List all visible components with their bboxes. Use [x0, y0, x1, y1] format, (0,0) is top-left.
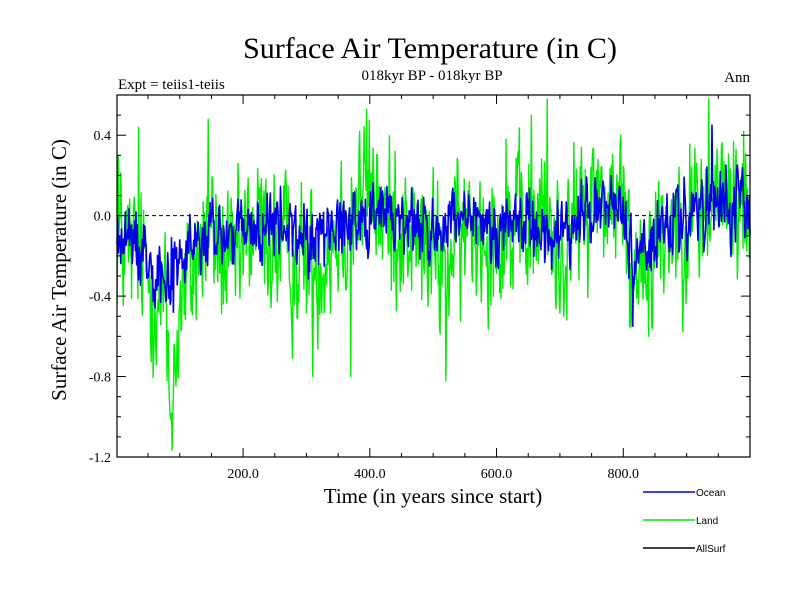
- x-axis-label: Time (in years since start): [324, 484, 543, 508]
- x-tick-label: 800.0: [608, 467, 640, 482]
- x-tick-label: 400.0: [354, 467, 386, 482]
- plot-area: 200.0 400.0 600.0 800.0 -1.2 -0.8 -0.4 0.0 0.4: [89, 94, 751, 482]
- ticks-layer: 200.0 400.0 600.0 800.0 -1.2 -0.8 -0.4 0.0 0.4: [89, 95, 750, 482]
- y-tick-label: -1.2: [89, 451, 111, 466]
- series-line-ocean: [116, 124, 751, 328]
- y-tick-label: -0.4: [89, 290, 111, 305]
- legend-label-land: Land: [696, 516, 718, 527]
- y-tick-label: -0.8: [89, 371, 111, 386]
- season-label: Ann: [724, 70, 750, 86]
- x-tick-label: 600.0: [481, 467, 513, 482]
- experiment-label: Expt = teiis1-teiis: [118, 77, 225, 93]
- y-tick-label: 0.4: [94, 129, 112, 144]
- legend: Ocean Land AllSurf: [643, 488, 726, 555]
- y-axis-label: Surface Air Temperature (in C): [47, 139, 71, 401]
- y-tick-label: 0.0: [94, 210, 112, 225]
- chart-subtitle: 018kyr BP - 018kyr BP: [361, 68, 502, 84]
- legend-label-allsurf: AllSurf: [696, 544, 726, 555]
- x-tick-label: 200.0: [227, 467, 259, 482]
- legend-label-ocean: Ocean: [696, 488, 725, 499]
- series-layer: [116, 98, 751, 451]
- series-line-land: [116, 98, 751, 451]
- chart-title: Surface Air Temperature (in C): [243, 32, 617, 65]
- plot-frame: [116, 94, 751, 458]
